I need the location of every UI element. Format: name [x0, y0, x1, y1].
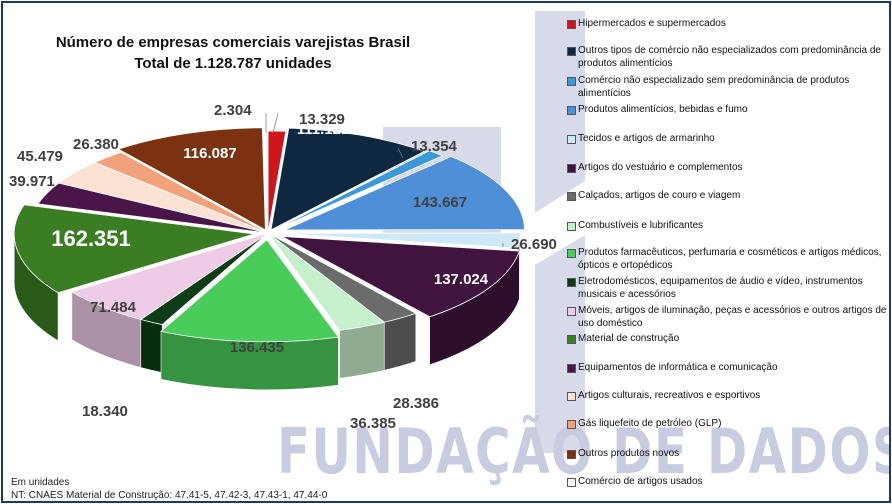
data-label-8: 136.435: [230, 339, 284, 356]
legend-label-12: Equipamentos de informática e comunicaçã…: [578, 362, 778, 373]
source-note: NT: CNAES Material de Construção: 47.41-…: [11, 490, 328, 501]
unit-note: Em unidades: [11, 477, 70, 488]
data-label-12: 39.971: [9, 173, 55, 190]
legend-label-11: Material de construção: [578, 333, 680, 344]
data-label-9: 18.340: [82, 403, 128, 420]
legend-label-6: Calçados, artigos de couro e viagem: [578, 190, 741, 201]
legend-label-4: Tecidos e artigos de armarinho: [578, 133, 715, 144]
legend-swatch-11: [567, 335, 576, 344]
legend-label-5: Artigos do vestuário e complementos: [578, 162, 743, 173]
legend-label-1: Outros tipos de comércio não especializa…: [578, 45, 881, 69]
legend-label-7: Combustíveis e lubrificantes: [578, 220, 704, 231]
pie-slice-1: [270, 127, 426, 231]
legend-label-8: Produtos farmacêuticos, perfumaria e cos…: [578, 247, 882, 271]
legend-swatch-2: [567, 77, 576, 86]
chart-subtitle: Total de 1.128.787 unidades: [134, 55, 332, 72]
data-label-4: 26.690: [511, 236, 557, 253]
legend-swatch-10: [567, 307, 576, 316]
pie-sides: [13, 233, 521, 391]
pie-slice-14: [93, 151, 269, 234]
leader-line-0: [272, 112, 279, 134]
data-label-0: 13.329: [299, 111, 345, 128]
data-label-10: 71.484: [90, 299, 137, 316]
data-label-14: 26.380: [73, 136, 119, 153]
legend-swatch-7: [567, 222, 576, 231]
pie-slice-16: [264, 130, 269, 234]
legend-label-10: Móveis, artigos de iluminação, peças e a…: [578, 305, 887, 329]
chart-title: Número de empresas comerciais varejistas…: [55, 34, 411, 51]
data-label-16: 2.304: [214, 102, 252, 119]
legend-swatch-13: [567, 392, 576, 401]
pie-slice-2: [275, 150, 444, 230]
legend-label-2: Comércio não especializado sem predominâ…: [578, 75, 850, 99]
pie-slice-4: [279, 232, 521, 249]
legend-label-16: Comércio de artigos usados: [578, 476, 703, 487]
legend-swatch-15: [567, 450, 576, 459]
pie-slice-15: [117, 127, 266, 231]
pie-slice-10: [70, 232, 269, 320]
legend-swatch-1: [567, 47, 576, 56]
legend-label-3: Produtos alimentícios, bebidas e fumo: [578, 104, 748, 115]
pie-slice-3: [284, 156, 525, 231]
legend-swatch-8: [567, 249, 576, 258]
legend-label-9: Eletrodomésticos, equipamentos de áudio …: [578, 276, 863, 300]
legend-swatch-4: [567, 135, 576, 144]
data-label-6: 28.386: [393, 395, 439, 412]
legend-swatch-12: [567, 364, 576, 373]
data-label-3: 143.667: [413, 194, 467, 211]
leader-line-2: [397, 147, 404, 159]
data-label-13: 45.479: [17, 148, 63, 165]
pie-side-6: [383, 312, 417, 371]
legend-swatch-0: [567, 20, 576, 29]
legend-swatch-9: [567, 278, 576, 287]
data-label-1: 111.121: [297, 121, 350, 138]
pie-slice-5: [281, 236, 520, 318]
legend-swatch-3: [567, 106, 576, 115]
legend-label-0: Hipermercados e supermercados: [578, 18, 726, 29]
legend-swatch-14: [567, 420, 576, 429]
legend-swatch-16: [567, 478, 576, 487]
pie-slice-7: [267, 232, 386, 331]
legend-label-13: Artigos culturais, recreativos e esporti…: [578, 390, 761, 401]
legend-swatch-5: [567, 164, 576, 173]
data-label-11: 162.351: [51, 226, 131, 251]
legend-swatch-6: [567, 192, 576, 201]
pie-slice-8: [160, 239, 340, 343]
legend-label-15: Outros produtos novos: [578, 448, 680, 459]
pie-slice-11: [13, 204, 255, 294]
data-label-15: 116.087: [183, 145, 236, 162]
pie-side-9: [140, 319, 163, 373]
data-label-5: 137.024: [434, 271, 489, 288]
legend-label-14: Gás liquefeito de petróleo (GLP): [578, 418, 722, 429]
data-label-2: 13.354: [411, 138, 458, 155]
pie-tops: [13, 127, 525, 343]
pie-side-7: [339, 321, 385, 379]
data-label-7: 36.385: [350, 415, 396, 432]
